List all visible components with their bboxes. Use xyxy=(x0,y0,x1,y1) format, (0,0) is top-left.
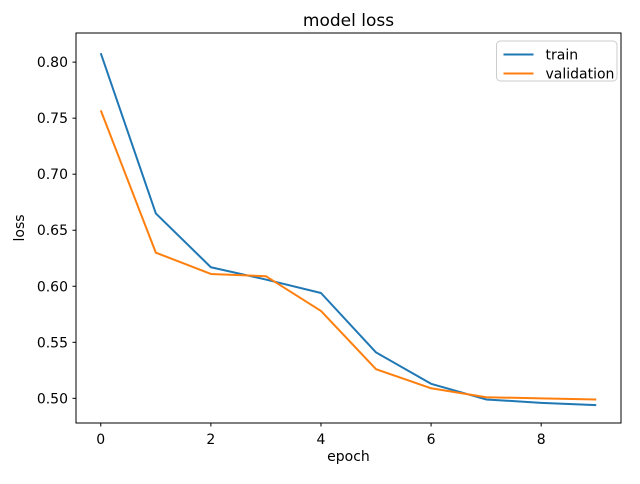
y-tick-label: 0.75 xyxy=(37,111,68,127)
x-tick-label: 6 xyxy=(427,432,436,448)
y-axis-ticks: 0.50 0.55 0.60 0.65 0.70 0.75 0.80 xyxy=(37,55,76,407)
legend-box xyxy=(496,40,618,82)
series-lines xyxy=(99,52,597,407)
y-tick-label: 0.50 xyxy=(37,391,68,407)
chart-title: model loss xyxy=(303,11,394,31)
legend: train validation xyxy=(496,40,618,83)
plot-area xyxy=(75,32,622,424)
y-tick-label: 0.60 xyxy=(37,279,68,295)
y-axis-label: loss xyxy=(12,214,28,241)
y-tick-label: 0.80 xyxy=(37,55,68,71)
x-tick-label: 0 xyxy=(96,432,105,448)
legend-train-label: train xyxy=(546,48,579,64)
validation-line xyxy=(99,109,597,401)
y-tick-label: 0.55 xyxy=(37,335,68,351)
x-tick-label: 4 xyxy=(317,432,326,448)
train-line xyxy=(99,52,597,407)
x-tick-label: 2 xyxy=(206,432,215,448)
y-tick-label: 0.70 xyxy=(37,167,68,183)
y-tick-label: 0.65 xyxy=(37,223,68,239)
legend-validation-label: validation xyxy=(546,67,615,83)
x-axis-ticks: 0 2 4 6 8 xyxy=(96,423,546,448)
x-tick-label: 8 xyxy=(537,432,546,448)
x-axis-label: epoch xyxy=(327,449,370,465)
